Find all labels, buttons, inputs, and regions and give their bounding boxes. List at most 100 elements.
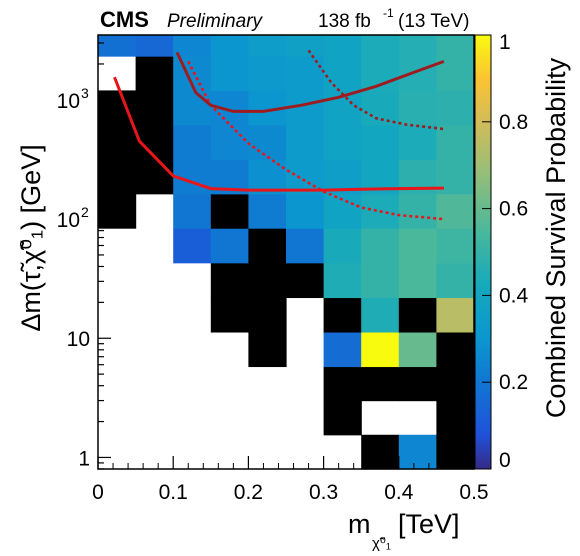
heatmap-cell	[248, 228, 287, 264]
heatmap-cell	[436, 262, 475, 299]
heatmap-cell	[248, 193, 287, 229]
heatmap-cell	[323, 193, 362, 229]
z-tick-label: 0.8	[499, 111, 528, 134]
heatmap-cell	[286, 228, 325, 264]
heatmap-cell	[135, 90, 174, 126]
heatmap-cell	[323, 56, 362, 92]
z-tick-label: 1	[499, 31, 511, 54]
y-tick-exponent: 2	[81, 204, 89, 220]
heatmap-cell	[135, 35, 174, 57]
heatmap-cell	[286, 193, 325, 229]
heatmap-cell	[210, 193, 249, 229]
heatmap-cell	[173, 35, 212, 57]
heatmap-cell	[398, 124, 437, 160]
heatmap-cell	[398, 262, 437, 299]
heatmap-cell	[398, 297, 437, 333]
heatmap-cell	[286, 262, 325, 299]
heatmap-cell	[398, 193, 437, 229]
luminosity-label: 138 fb	[318, 11, 371, 32]
y-tick-label: 10	[57, 90, 80, 113]
heatmap-cell	[398, 331, 437, 368]
heatmap-cell	[361, 434, 400, 470]
y-tick-label: 10	[57, 209, 80, 232]
heatmap-cell	[286, 124, 325, 160]
heatmap-cell	[361, 331, 400, 368]
heatmap-cell	[323, 331, 362, 368]
heatmap-cell	[210, 297, 249, 333]
x-tick-label: 0.4	[384, 481, 414, 504]
heatmap-cell	[286, 35, 325, 57]
heatmap-cell	[248, 124, 287, 160]
heatmap-cell	[323, 124, 362, 160]
heatmap-cell	[135, 159, 174, 195]
heatmap-cell	[210, 56, 249, 92]
heatmap-cell	[135, 56, 174, 92]
plot-frame	[97, 34, 475, 470]
svg-text:[TeV]: [TeV]	[398, 509, 460, 539]
heatmap-cell	[323, 262, 362, 299]
limit-curve	[175, 51, 445, 113]
heatmap-cell	[173, 124, 212, 160]
z-tick-label: 0.4	[499, 284, 529, 307]
heatmap-cell	[248, 35, 287, 57]
heatmap-cell	[323, 228, 362, 264]
svg-text:m: m	[348, 509, 371, 539]
experiment-label: CMS	[100, 7, 149, 32]
heatmap-cell	[210, 124, 249, 160]
heatmap-cell	[436, 124, 475, 160]
heatmap-cell	[398, 434, 437, 470]
heatmap-cell	[436, 400, 475, 436]
heatmap-cell	[248, 56, 287, 92]
heatmap-cell	[398, 90, 437, 126]
z-tick-label: 0.6	[499, 198, 528, 221]
heatmap-cell	[286, 56, 325, 92]
y-tick-label: 10	[67, 328, 90, 351]
status-label: Preliminary	[167, 11, 264, 32]
x-axis: 0 0.1 0.2 0.3 0.4 0.5	[92, 456, 489, 504]
z-tick-label: 0	[499, 449, 511, 472]
heatmap-cell	[248, 262, 287, 299]
heatmap-cell	[436, 228, 475, 264]
heatmap-cell	[398, 56, 437, 92]
heatmap-cell	[323, 35, 362, 57]
z-tick-label: 0.2	[499, 371, 528, 394]
heatmap-cell	[98, 124, 137, 160]
heatmap-cell	[323, 297, 362, 333]
x-tick-label: 0	[92, 481, 104, 504]
y-axis-title: Δm(τ̃,χ̃⁰₁) [GeV]	[16, 144, 46, 331]
svg-text:χ̃⁰₁: χ̃⁰₁	[372, 535, 391, 552]
colorbar-title: Combined Survival Probability	[541, 57, 571, 418]
limit-contours	[113, 49, 445, 221]
x-tick-label: 0.2	[234, 481, 263, 504]
heatmap-cell	[98, 159, 137, 195]
heatmap-cell	[210, 35, 249, 57]
heatmap-cell	[248, 331, 287, 368]
limit-curve	[307, 49, 445, 131]
heatmap-cell	[173, 193, 212, 229]
heatmap-cell	[361, 228, 400, 264]
heatmap-cell	[210, 262, 249, 299]
heatmap-cell	[361, 366, 400, 402]
heatmap-cell	[436, 331, 475, 368]
heatmap-cells	[98, 35, 475, 470]
limit-curve	[187, 60, 445, 221]
heatmap-cell	[361, 90, 400, 126]
heatmap-cell	[361, 35, 400, 57]
heatmap-cell	[436, 366, 475, 402]
heatmap-cell	[286, 159, 325, 195]
heatmap-cell	[98, 35, 137, 57]
colorbar	[475, 35, 491, 469]
heatmap-cell	[210, 228, 249, 264]
x-tick-label: 0.3	[309, 481, 338, 504]
heatmap-cell	[173, 228, 212, 264]
luminosity-exponent: -1	[383, 6, 394, 20]
colorbar-axis: 0 0.2 0.4 0.6 0.8 1	[482, 31, 529, 472]
heatmap-cell	[323, 400, 362, 436]
x-tick-label: 0.5	[459, 481, 488, 504]
x-tick-label: 0.1	[159, 481, 188, 504]
heatmap-cell	[361, 297, 400, 333]
energy-label: (13 TeV)	[398, 11, 469, 32]
y-tick-label: 1	[78, 447, 90, 470]
heatmap-cell	[398, 35, 437, 57]
